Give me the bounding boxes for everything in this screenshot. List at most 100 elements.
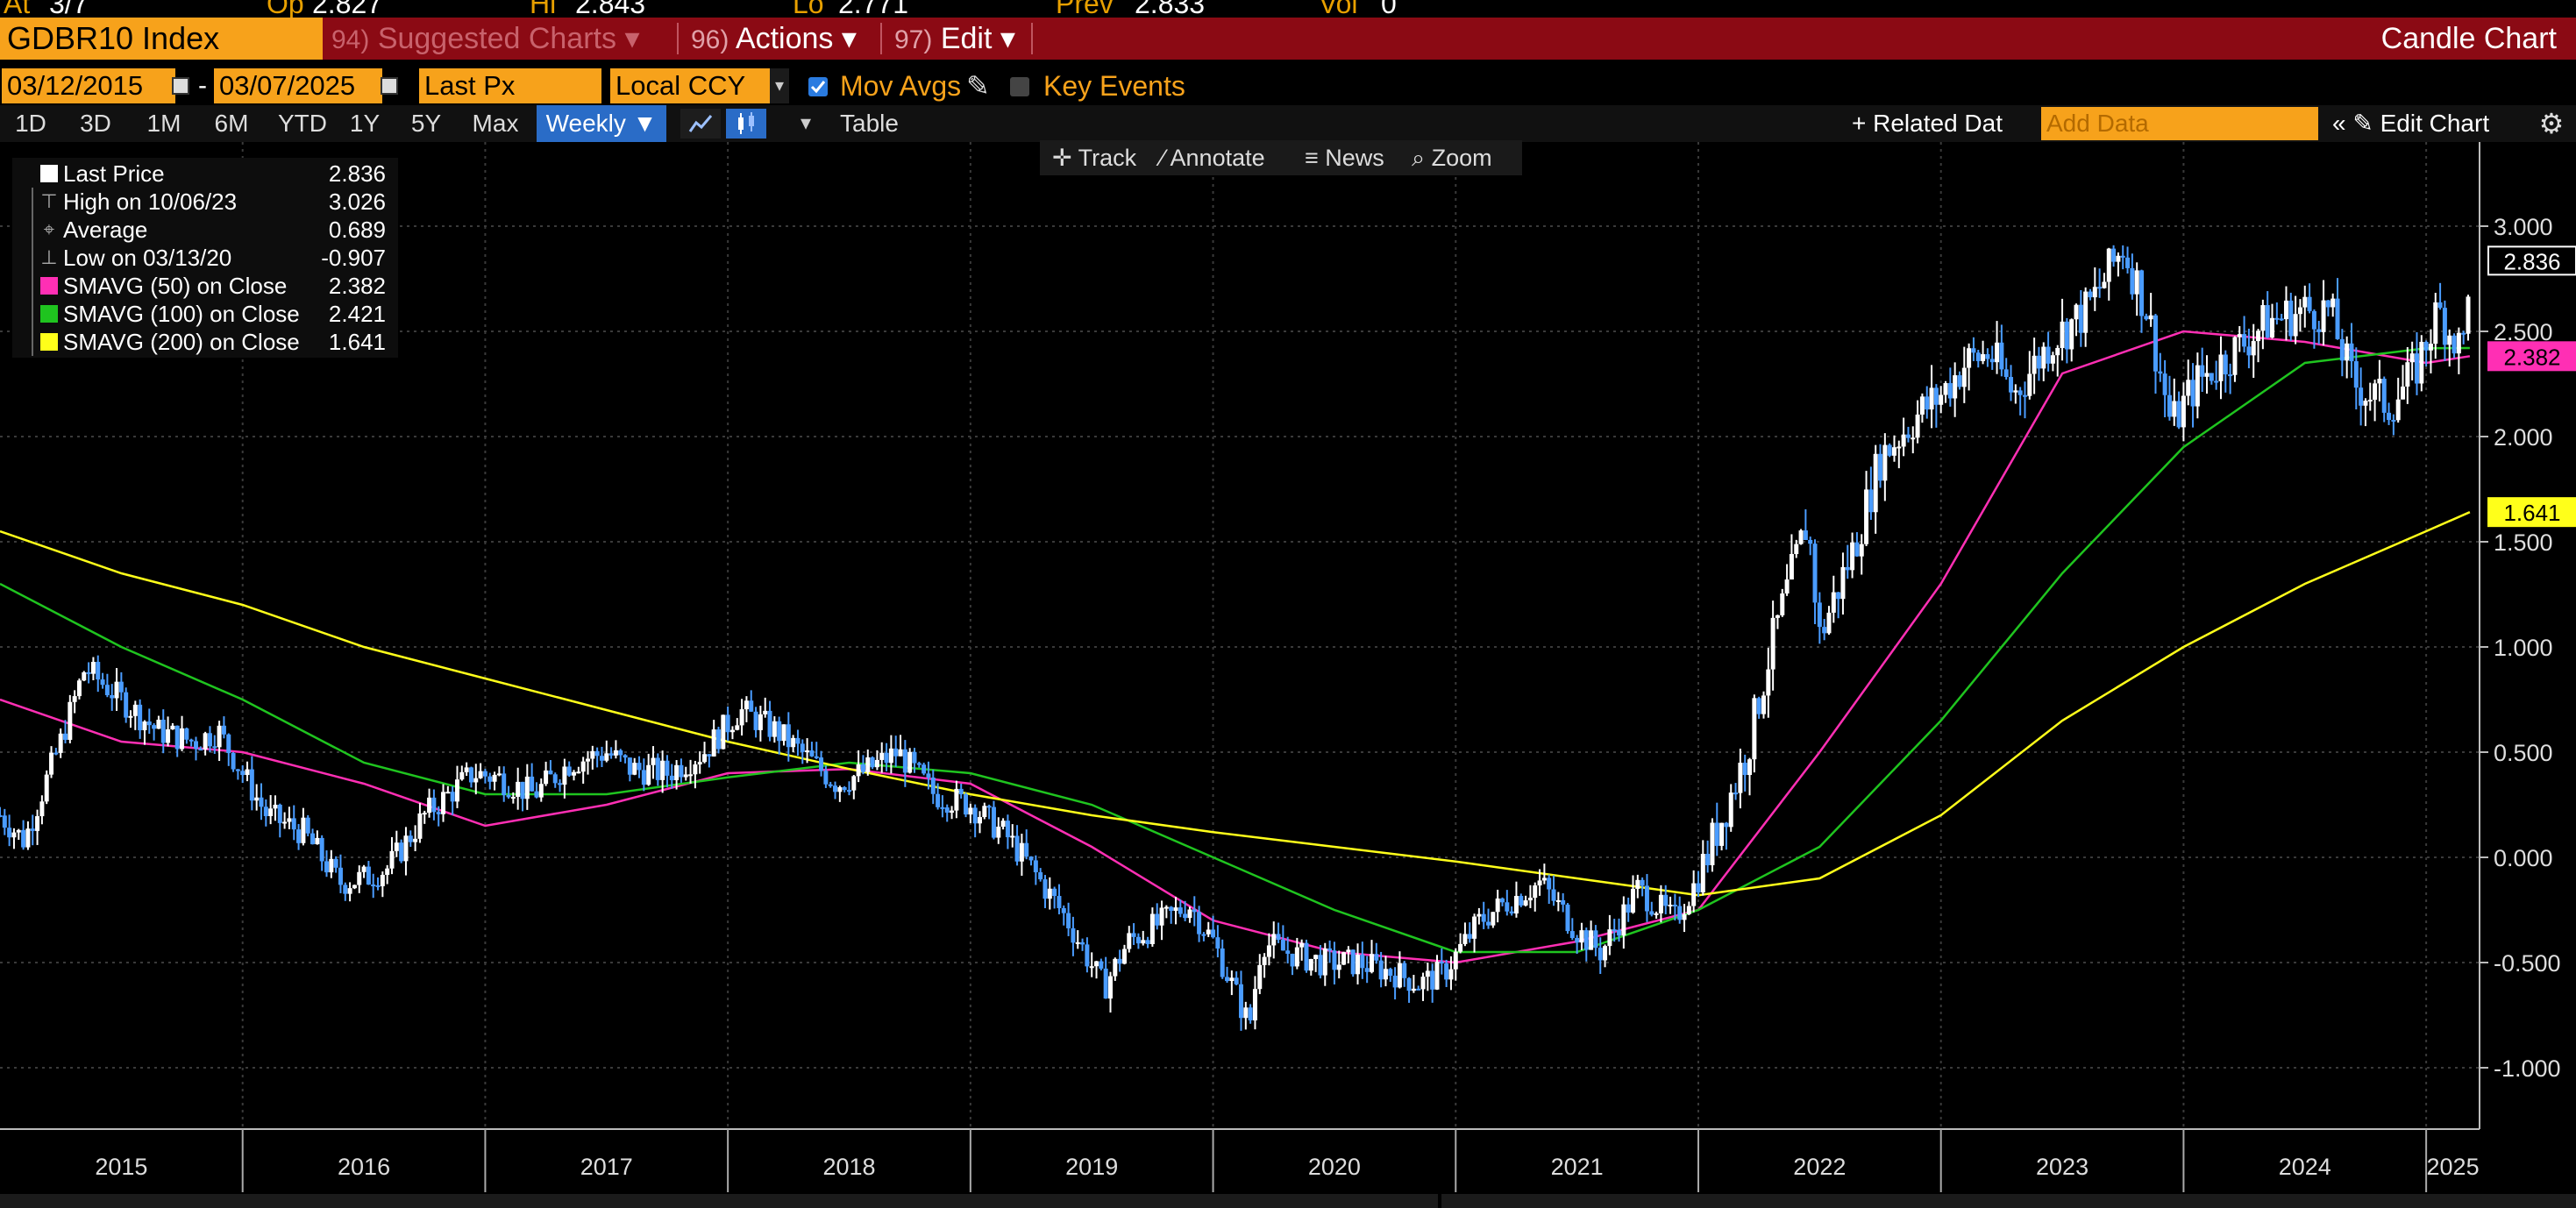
price-field-select[interactable]: Last Px	[419, 68, 601, 103]
candle-body	[1005, 821, 1010, 838]
candle-body	[580, 761, 586, 772]
legend-item[interactable]: Last Price 2.836	[12, 160, 398, 188]
y-tick-label: 0.500	[2494, 740, 2553, 766]
candle-body	[2373, 383, 2378, 400]
key-events-checkbox[interactable]	[1010, 77, 1029, 96]
candle-body	[613, 750, 618, 756]
candle-body	[814, 756, 819, 758]
candle-body	[791, 737, 796, 748]
candle-body	[1607, 929, 1612, 947]
legend-connector	[32, 216, 33, 244]
timeframe-5y[interactable]: 5Y	[410, 110, 442, 137]
candle-body	[608, 753, 614, 756]
start-date-field[interactable]: 03/12/2015	[2, 68, 175, 103]
candle-body	[44, 774, 49, 802]
candle-body	[2377, 379, 2382, 384]
timeframe-6m[interactable]: 6M	[214, 110, 249, 137]
candle-body	[352, 885, 357, 889]
candle-body	[2162, 373, 2167, 395]
gear-icon[interactable]: ⚙	[2538, 108, 2565, 139]
candle-body	[1290, 953, 1295, 967]
legend-item[interactable]: ⌖ Average 0.689	[12, 216, 398, 244]
table-button[interactable]: Table	[840, 110, 899, 137]
candle-body	[2237, 334, 2242, 338]
line-chart-icon[interactable]	[680, 109, 721, 139]
candle-body	[235, 769, 240, 771]
candle-body	[487, 776, 493, 782]
security-field[interactable]: GDBR10 Index	[0, 18, 323, 60]
moving-average-line	[0, 511, 2471, 897]
timeframe-1m[interactable]: 1M	[146, 110, 181, 137]
timeframe-3d[interactable]: 3D	[80, 110, 111, 137]
candle-body	[1397, 963, 1402, 988]
last-value-box	[2487, 497, 2576, 528]
candle-body	[394, 842, 399, 851]
related-data-button[interactable]: + Related Dat	[1852, 110, 2003, 137]
legend-item[interactable]: ⊥ Low on 03/13/20 -0.907	[12, 244, 398, 272]
zoom-tool[interactable]: ⌕ Zoom	[1412, 140, 1492, 175]
track-tool[interactable]: ✛ Track	[1052, 140, 1136, 175]
candle-body	[2433, 302, 2438, 345]
candle-body	[2270, 317, 2275, 338]
periodicity-select[interactable]: Weekly ▼	[537, 105, 666, 142]
timeframe-ytd[interactable]: YTD	[278, 110, 327, 137]
candle-body	[1477, 913, 1482, 917]
candle-body	[1612, 929, 1617, 932]
timeframe-1y[interactable]: 1Y	[349, 110, 381, 137]
edit-chart-button[interactable]: « ✎ Edit Chart	[2332, 105, 2489, 142]
timeframe-max[interactable]: Max	[472, 110, 519, 137]
candle-body	[291, 818, 296, 830]
key-events-label[interactable]: Key Events	[1043, 70, 1185, 102]
add-data-input[interactable]: Add Data	[2041, 107, 2318, 140]
timeframe-1d[interactable]: 1D	[15, 110, 46, 137]
candle-body	[1444, 963, 1449, 980]
candle-body	[2022, 394, 2027, 397]
candle-body	[1257, 964, 1263, 990]
candle-body	[2451, 335, 2457, 354]
candle-body	[1304, 942, 1309, 971]
mov-avgs-label[interactable]: Mov Avgs	[840, 70, 962, 102]
candle-body	[2265, 305, 2270, 338]
end-date-field[interactable]: 03/07/2025	[214, 68, 382, 103]
currency-select[interactable]: Local CCY	[610, 68, 773, 103]
candle-body	[53, 752, 59, 755]
candle-body	[417, 813, 423, 839]
y-tick-label: 2.000	[2494, 424, 2553, 451]
calendar-icon[interactable]	[381, 77, 398, 95]
edit-menu[interactable]: 97) Edit ▾	[894, 18, 1015, 60]
candle-body	[1350, 949, 1356, 975]
candle-body	[2353, 361, 2359, 388]
suggested-charts-menu[interactable]: 94) Suggested Charts ▾	[331, 18, 640, 60]
x-tick-label: 2018	[822, 1154, 875, 1180]
candle-body	[767, 710, 772, 737]
candle-body	[1075, 942, 1080, 944]
annotate-tool[interactable]: ⁄ Annotate	[1161, 140, 1265, 175]
candle-body	[1285, 950, 1291, 954]
news-tool[interactable]: ≡ News	[1305, 140, 1384, 175]
candle-body	[189, 739, 194, 742]
candle-body	[865, 757, 871, 772]
high-marker-icon: ⊤	[40, 190, 58, 212]
candle-chart-icon[interactable]	[726, 109, 766, 139]
candle-body	[1406, 977, 1412, 991]
calendar-icon[interactable]	[172, 77, 189, 95]
price-chart[interactable]: 3.000 2.500 2.000 1.500 1.000 0.500 0.000 -0.50…	[0, 142, 2576, 1194]
candle-body	[324, 861, 329, 873]
candle-body	[1238, 984, 1243, 1019]
pencil-icon[interactable]: ✎	[966, 70, 990, 102]
candle-body	[879, 752, 885, 760]
candle-body	[1971, 348, 1976, 353]
legend-item[interactable]: ⊤ High on 10/06/23 3.026	[12, 188, 398, 216]
candle-body	[1187, 909, 1192, 919]
candle-body	[1989, 359, 1995, 363]
mov-avgs-checkbox[interactable]	[808, 77, 828, 96]
legend-item[interactable]: SMAVG (100) on Close 2.421	[12, 300, 398, 328]
x-tick-label: 2024	[2279, 1154, 2331, 1180]
actions-menu[interactable]: 96) Actions ▾	[691, 18, 857, 60]
chevron-down-icon[interactable]: ▾	[770, 68, 789, 103]
candle-body	[744, 700, 749, 710]
legend-item[interactable]: SMAVG (50) on Close 2.382	[12, 272, 398, 300]
chevron-down-icon[interactable]: ▾	[786, 109, 826, 139]
double-chevron-left-icon[interactable]: «	[2332, 110, 2346, 137]
legend-item[interactable]: SMAVG (200) on Close 1.641	[12, 328, 398, 356]
